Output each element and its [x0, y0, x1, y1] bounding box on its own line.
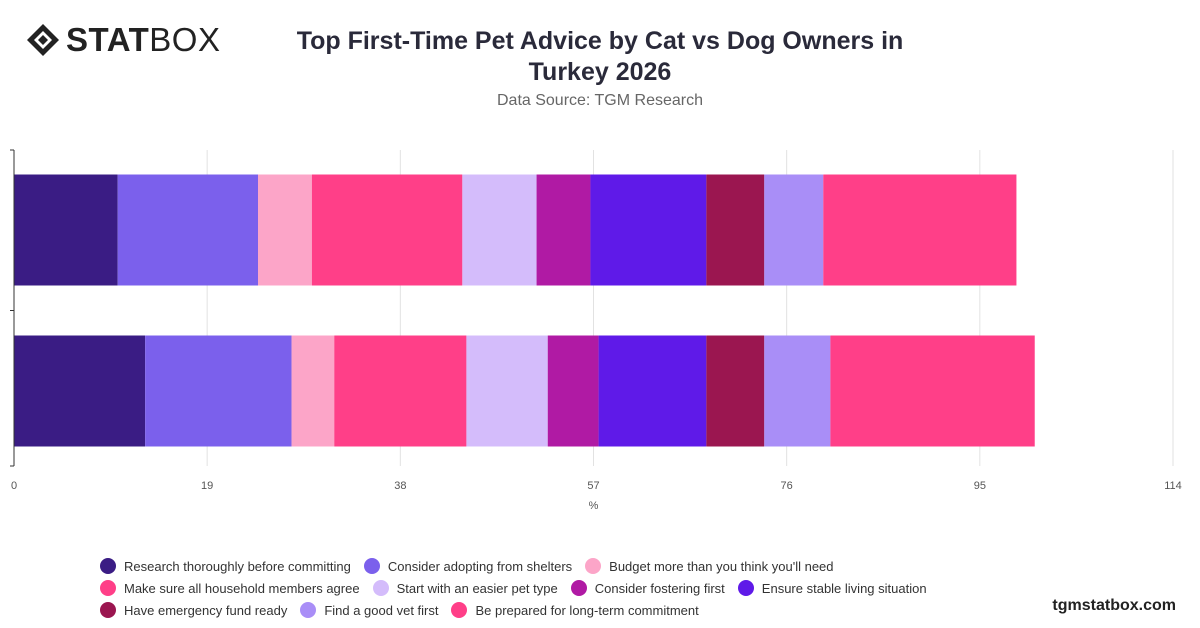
bar-segment	[311, 174, 463, 286]
bar-segment	[14, 174, 118, 286]
legend-item[interactable]: Consider fostering first	[570, 580, 725, 596]
watermark: tgmstatbox.com	[1052, 597, 1176, 614]
x-tick-label: 38	[394, 480, 406, 492]
legend-item[interactable]: Have emergency fund ready	[100, 602, 287, 618]
legend-swatch	[100, 580, 116, 596]
logo-text-bold: STAT	[66, 21, 150, 58]
x-tick-label: 76	[781, 480, 793, 492]
bar-segment	[706, 335, 765, 447]
legend-label: Find a good vet first	[324, 602, 439, 618]
legend-swatch	[363, 558, 380, 574]
legend-item[interactable]: Be prepared for long-term commitment	[451, 602, 699, 618]
bar-segment	[547, 335, 599, 447]
legend-label: Consider adopting from shelters	[387, 558, 573, 574]
legend-swatch	[570, 580, 587, 596]
legend-label: Ensure stable living situation	[761, 580, 927, 596]
legend-swatch	[585, 558, 602, 574]
x-tick-label: 19	[201, 480, 213, 492]
bar-segment	[830, 335, 1035, 447]
legend-item[interactable]: Find a good vet first	[300, 602, 438, 618]
legend-item[interactable]: Research thoroughly before committing	[100, 558, 351, 574]
stacked-bar-chart: 0 19 38 57 76 95 114%	[10, 149, 1182, 512]
bar-segment	[764, 335, 831, 447]
legend-item[interactable]: Consider adopting from shelters	[363, 558, 573, 574]
legend-swatch	[100, 558, 116, 574]
legend-swatch	[737, 580, 754, 596]
bar-segment	[466, 335, 548, 447]
legend-item[interactable]: Budget more than you think you'll need	[585, 558, 834, 574]
bar-segment	[291, 335, 335, 447]
legend-label: Consider fostering first	[594, 580, 725, 596]
x-tick-label: 57	[587, 480, 599, 492]
legend-swatch	[372, 580, 389, 596]
bar-segment	[764, 174, 824, 286]
bar-segment	[823, 174, 1017, 286]
bar-segment	[598, 335, 707, 447]
legend-swatch	[300, 602, 317, 618]
bar-segment	[536, 174, 591, 286]
bar-segment	[706, 174, 765, 286]
legend-item[interactable]: Ensure stable living situation	[737, 580, 927, 596]
x-tick-label: 95	[974, 480, 986, 492]
logo-text-thin: BOX	[149, 21, 221, 58]
legend-label: Start with an easier pet type	[396, 580, 558, 596]
legend-label: Have emergency fund ready	[124, 602, 288, 618]
legend-label: Be prepared for long-term commitment	[475, 602, 699, 618]
bar-segment	[334, 335, 467, 447]
legend-item[interactable]: Start with an easier pet type	[372, 580, 558, 596]
chart-title: Top First-Time Pet Advice by Cat vs Dog …	[296, 27, 904, 86]
bar-segment	[590, 174, 707, 286]
bar-segment	[117, 174, 258, 286]
legend-swatch	[451, 602, 468, 618]
bar-segment	[145, 335, 292, 447]
legend-label: Research thoroughly before committing	[124, 558, 351, 574]
x-tick-label: 114	[1164, 480, 1182, 492]
x-tick-label: 0	[11, 480, 17, 492]
logo-wordmark: STATBOX	[66, 22, 220, 58]
diamond-logo-icon	[27, 24, 59, 56]
bar-segment	[258, 174, 312, 286]
legend-swatch	[100, 602, 116, 618]
statbox-logo: STATBOX	[26, 22, 220, 58]
chart-legend: Research thoroughly before committing Con…	[100, 558, 1110, 618]
legend-label: Budget more than you think you'll need	[609, 558, 834, 574]
bar-segment	[14, 335, 146, 447]
x-axis-label: %	[589, 500, 599, 512]
bar-segment	[462, 174, 537, 286]
legend-item[interactable]: Make sure all household members agree	[100, 580, 360, 596]
chart-subtitle: Data Source: TGM Research	[496, 92, 703, 109]
legend-label: Make sure all household members agree	[124, 580, 360, 596]
